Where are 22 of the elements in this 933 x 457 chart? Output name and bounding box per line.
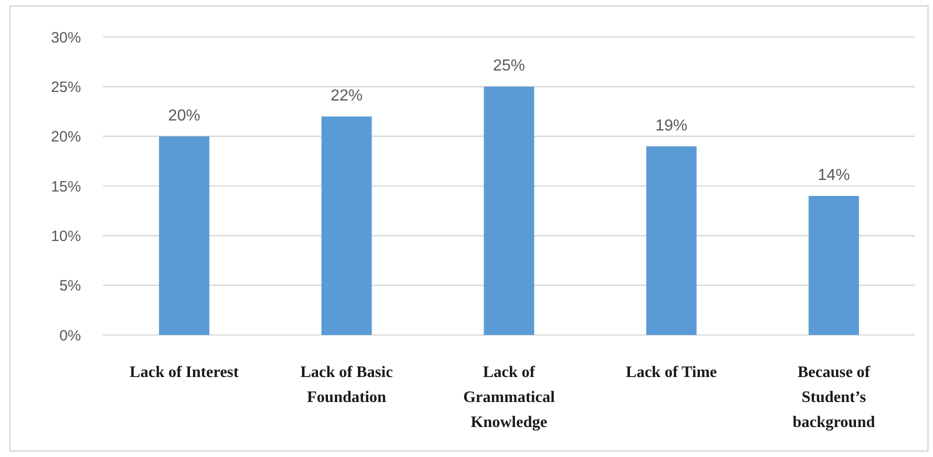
y-tick-label: 10% bbox=[50, 228, 81, 245]
data-label: 22% bbox=[330, 87, 363, 104]
y-tick-label: 0% bbox=[59, 327, 81, 344]
x-tick-label: Lack of Interest bbox=[130, 364, 240, 381]
bar bbox=[808, 196, 859, 335]
bar bbox=[159, 136, 210, 335]
y-tick-label: 30% bbox=[50, 29, 81, 46]
data-label: 20% bbox=[168, 107, 200, 124]
data-label: 14% bbox=[818, 166, 850, 184]
data-label: 25% bbox=[492, 58, 526, 75]
data-label: 19% bbox=[655, 117, 688, 134]
y-tick-label: 25% bbox=[50, 78, 81, 96]
y-tick-label: 20% bbox=[50, 128, 81, 146]
x-tick-label: Lack of Time bbox=[626, 364, 717, 381]
bar bbox=[321, 116, 372, 335]
y-tick-label: 15% bbox=[50, 178, 81, 196]
x-tick-label: Lack of Grammatical Knowledge bbox=[463, 364, 556, 431]
x-tick-label: Lack of Basic Foundation bbox=[300, 364, 393, 406]
bar bbox=[484, 86, 534, 335]
bar bbox=[646, 146, 697, 335]
x-tick-label: Because of Student’s background bbox=[792, 364, 876, 431]
y-tick-label: 5% bbox=[59, 278, 81, 295]
